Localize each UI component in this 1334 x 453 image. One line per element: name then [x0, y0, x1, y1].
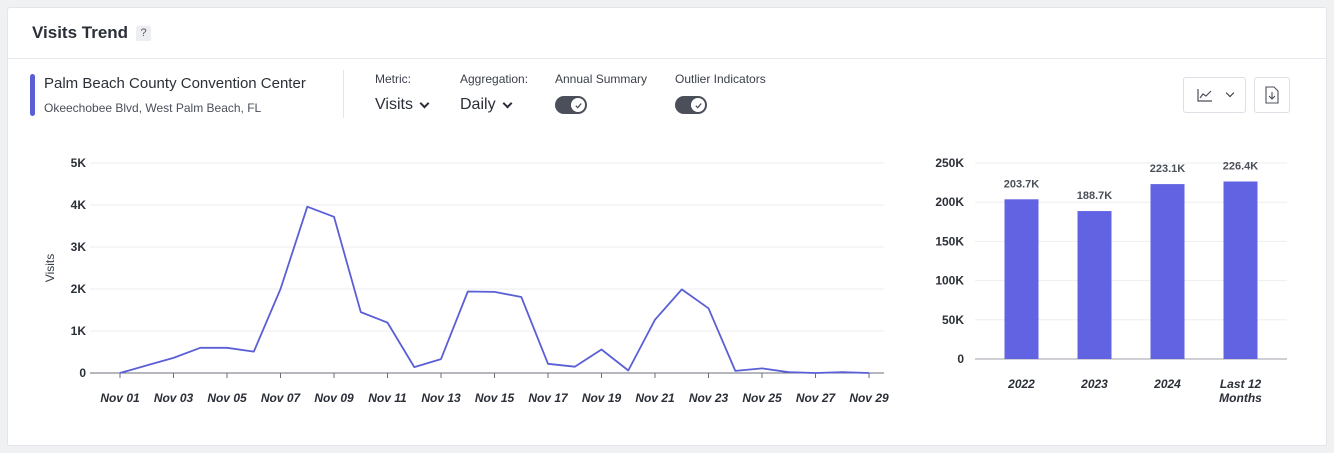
x-tick-label: Nov 25 — [742, 391, 782, 405]
download-button[interactable] — [1254, 77, 1290, 113]
y-tick-label: 250K — [935, 156, 964, 170]
x-tick-label: Nov 23 — [689, 391, 729, 405]
card-header: Visits Trend ? — [8, 8, 1326, 59]
outlier-indicators-toggle[interactable] — [675, 96, 707, 114]
y-tick-label: 100K — [935, 274, 964, 288]
download-icon — [1265, 86, 1279, 104]
x-tick-label: Nov 15 — [475, 391, 515, 405]
aggregation-label: Aggregation: — [460, 72, 529, 86]
outlier-indicators-label: Outlier Indicators — [675, 72, 766, 86]
bar[interactable] — [1223, 181, 1258, 359]
x-tick-label: Nov 21 — [635, 391, 675, 405]
aggregation-value: Daily — [460, 96, 496, 113]
x-tick-label: Nov 03 — [154, 391, 194, 405]
metric-dropdown[interactable]: Visits — [375, 96, 430, 114]
venue-color-bar — [30, 74, 35, 116]
help-icon[interactable]: ? — [136, 25, 152, 41]
x-tick-label: Nov 19 — [582, 391, 622, 405]
y-tick-label: 4K — [71, 198, 87, 212]
bar-value-label: 223.1K — [1150, 163, 1186, 175]
venue-address: Okeechobee Blvd, West Palm Beach, FL — [44, 101, 262, 115]
y-tick-label: 0 — [957, 352, 964, 366]
bar[interactable] — [1077, 211, 1112, 359]
y-tick-label: 50K — [942, 313, 964, 327]
annual-summary-bar-chart: 0 50K 100K 150K 200K 250K 203.7K 2022 188.7K 2023… — [935, 156, 1287, 405]
x-tick-label: Nov 01 — [100, 391, 140, 405]
x-tick-label: Nov 17 — [528, 391, 569, 405]
venue-name: Palm Beach County Convention Center — [44, 75, 306, 92]
check-icon — [691, 98, 705, 112]
bar[interactable] — [1150, 184, 1185, 359]
y-tick-label: 2K — [71, 282, 87, 296]
annual-summary-label: Annual Summary — [555, 72, 648, 86]
visits-series-line[interactable] — [119, 205, 870, 374]
chevron-down-icon — [419, 98, 430, 108]
chevron-down-icon — [1225, 88, 1234, 98]
x-tick-label: Months — [1219, 391, 1262, 405]
bar[interactable] — [1004, 199, 1039, 359]
x-tick-label: Nov 09 — [314, 391, 354, 405]
bar-value-label: 203.7K — [1004, 178, 1040, 190]
x-tick-label: 2024 — [1153, 377, 1181, 391]
chart-type-button[interactable] — [1183, 77, 1246, 113]
y-tick-label: 200K — [935, 195, 964, 209]
visits-line-chart: 0 1K 2K 3K 4K 5K Visits Nov 01 Nov 03 Nov 05 Nov 0… — [43, 156, 889, 405]
x-tick-label: Nov 13 — [421, 391, 461, 405]
x-tick-label: Nov 11 — [368, 391, 407, 405]
chevron-down-icon — [502, 98, 513, 108]
card-title: Visits Trend — [32, 23, 129, 42]
annual-summary-toggle[interactable] — [555, 96, 587, 114]
y-tick-label: 150K — [935, 234, 964, 248]
bar-value-label: 226.4K — [1223, 161, 1259, 173]
x-tick-label: Nov 27 — [796, 391, 837, 405]
bar-value-label: 188.7K — [1077, 190, 1113, 202]
line-chart-icon — [1196, 89, 1212, 102]
aggregation-dropdown[interactable]: Daily — [460, 96, 513, 114]
y-axis-label: Visits — [43, 254, 57, 282]
y-tick-label: 5K — [71, 156, 87, 170]
check-icon — [571, 98, 585, 112]
x-tick-label: Last 12 — [1220, 377, 1262, 391]
metric-value: Visits — [375, 96, 413, 113]
x-tick-label: 2023 — [1080, 377, 1108, 391]
x-tick-label: 2022 — [1007, 377, 1035, 391]
x-tick-label: Nov 05 — [207, 391, 247, 405]
y-tick-label: 1K — [71, 324, 87, 338]
x-tick-label: Nov 29 — [849, 391, 889, 405]
y-tick-label: 3K — [71, 240, 87, 254]
x-tick-label: Nov 07 — [261, 391, 302, 405]
divider — [343, 70, 344, 118]
metric-label: Metric: — [375, 72, 411, 86]
y-tick-label: 0 — [79, 366, 86, 380]
